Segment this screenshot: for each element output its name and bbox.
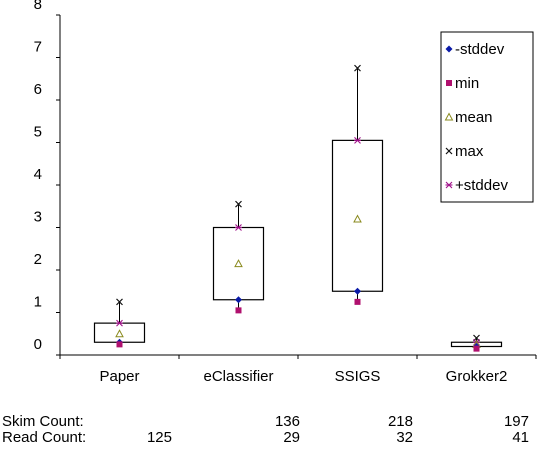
skim-count-label: Skim Count: [2, 413, 84, 430]
box-plot-chart: 0 1 2 3 4 5 6 7 8 Paper eClassifier SSIGS Grokker2 -s… [34, 0, 537, 385]
y-tick-label: 8 [34, 0, 42, 13]
minus-stddev-point [354, 287, 361, 295]
legend-label: +stddev [455, 177, 508, 194]
max-point [116, 298, 123, 306]
plus-stddev-point [235, 224, 242, 231]
mean-point [234, 259, 243, 268]
plus-stddev-point [354, 136, 361, 144]
read-count-label: Read Count: [2, 429, 87, 446]
legend-label: mean [455, 109, 493, 126]
read-count-eclassifier: 29 [283, 429, 300, 446]
y-tick-label: 6 [34, 81, 42, 98]
y-tick-label: 3 [34, 209, 42, 226]
y-tick-label: 2 [34, 251, 42, 268]
legend-label: min [455, 75, 479, 92]
plus-stddev-point [116, 319, 123, 327]
skim-count-eclassifier: 136 [274, 413, 300, 430]
y-tick-label: 4 [34, 166, 42, 183]
read-count-row: Read Count: 125 29 32 41 [0, 430, 544, 446]
skim-count-grokker2: 197 [503, 413, 529, 430]
mean-point [353, 214, 362, 223]
min-point [116, 341, 123, 348]
x-category-label: Paper [99, 368, 139, 385]
legend-marker-max [445, 147, 453, 155]
read-count-paper: 125 [146, 429, 172, 446]
min-point [235, 307, 242, 314]
legend-label: max [455, 143, 484, 160]
y-tick-label: 7 [34, 39, 42, 56]
minus-stddev-point [235, 296, 242, 304]
min-point [354, 298, 361, 305]
max-point [354, 64, 361, 72]
x-category-label: eClassifier [203, 368, 273, 385]
y-tick-label: 1 [34, 294, 42, 311]
y-tick-label: 5 [34, 124, 42, 141]
legend-marker-min [446, 80, 452, 86]
legend-label: -stddev [455, 41, 505, 58]
y-tick-label: 0 [34, 336, 42, 353]
legend-marker-minus-stddev [445, 45, 453, 53]
mean-point [115, 329, 124, 338]
counts-table: Skim Count: 136 218 197 Read Count: 125 … [0, 414, 544, 446]
skim-count-row: Skim Count: 136 218 197 [0, 414, 544, 430]
x-category-label: SSIGS [335, 368, 381, 385]
read-count-grokker2: 41 [512, 429, 529, 446]
skim-count-ssigs: 218 [387, 413, 413, 430]
read-count-ssigs: 32 [396, 429, 413, 446]
max-point [235, 200, 242, 208]
legend-box [440, 31, 534, 203]
x-category-label: Grokker2 [446, 368, 508, 385]
stddev-box [212, 226, 265, 301]
legend-marker-mean [444, 112, 454, 121]
legend-marker-plus-stddev [445, 181, 453, 189]
min-point [473, 345, 480, 352]
